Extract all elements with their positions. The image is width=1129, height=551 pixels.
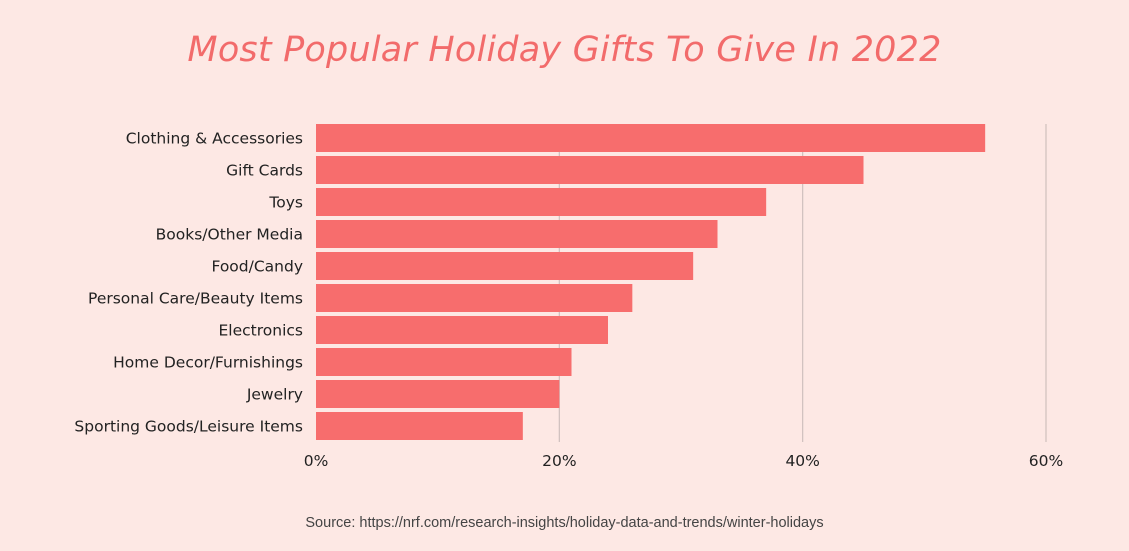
bar [316, 284, 633, 312]
bar [316, 252, 694, 280]
bar [316, 156, 864, 184]
category-label: Clothing & Accessories [126, 130, 303, 148]
category-label: Personal Care/Beauty Items [88, 290, 303, 308]
category-label: Electronics [219, 322, 303, 340]
category-label: Food/Candy [211, 258, 303, 276]
bar [316, 380, 560, 408]
x-tick-label: 40% [785, 452, 819, 470]
x-tick-label: 0% [304, 452, 329, 470]
x-tick-labels: 0% 20% 40% 60% [304, 452, 1064, 470]
category-labels: Clothing & Accessories Gift Cards Toys Book… [74, 130, 303, 436]
source-note: Source: https://nrf.com/research-insight… [305, 515, 824, 531]
category-label: Jewelry [246, 386, 303, 404]
category-label: Toys [268, 194, 303, 212]
x-tick-label: 60% [1029, 452, 1063, 470]
bar-chart: Clothing & Accessories Gift Cards Toys Book… [74, 124, 1064, 470]
bar [316, 188, 767, 216]
x-tick-label: 20% [542, 452, 576, 470]
category-label: Sporting Goods/Leisure Items [74, 418, 303, 436]
bar [316, 124, 986, 152]
bar [316, 412, 523, 440]
category-label: Gift Cards [226, 162, 303, 180]
category-label: Home Decor/Furnishings [113, 354, 303, 372]
bar [316, 220, 718, 248]
bar-series [316, 124, 986, 440]
category-label: Books/Other Media [156, 226, 303, 244]
bar [316, 348, 572, 376]
bar [316, 316, 608, 344]
chart-title: Most Popular Holiday Gifts To Give In 20… [187, 30, 942, 70]
